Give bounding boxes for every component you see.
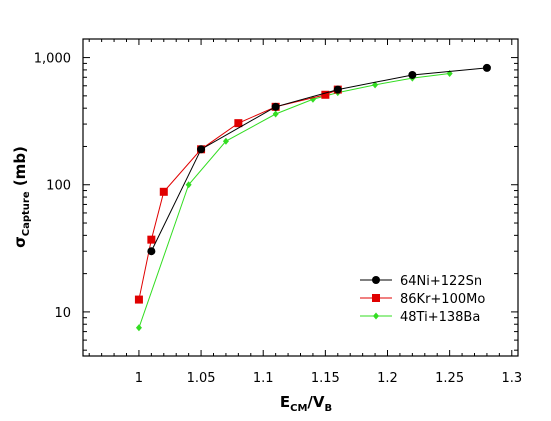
legend: 64Ni+122Sn 86Kr+100Mo 48Ti+138Ba [360, 274, 485, 325]
x-tick-label: 1.05 [187, 371, 216, 386]
x-axis-title-sub1: CM [290, 403, 307, 414]
series-layer [134, 63, 491, 332]
x-axis-title-sep: /V [307, 393, 324, 411]
legend-marker [372, 276, 380, 284]
data-point [147, 235, 156, 244]
series-line [138, 89, 338, 300]
data-point [147, 247, 156, 256]
legend-item: 86Kr+100Mo [360, 292, 485, 307]
data-point [408, 70, 417, 79]
x-tick-label: 1.1 [253, 371, 274, 386]
y-tick-label: 100 [46, 179, 71, 194]
data-point [234, 119, 243, 128]
x-axis-title-sub2: B [325, 403, 333, 414]
y-tick-label: 1,000 [34, 52, 71, 67]
y-axis-title-main: σ [11, 236, 29, 248]
axis-ticks: 1 1.05 1.1 1.15 1.2 1.25 1.3 10 100 1,000 [34, 39, 522, 386]
x-tick-label: 1.2 [377, 371, 398, 386]
y-axis-title: σCapture (mb) [11, 146, 32, 248]
y-axis-title-rest: (mb) [11, 146, 29, 191]
legend-item: 48Ti+138Ba [360, 310, 480, 325]
legend-label: 64Ni+122Sn [400, 274, 482, 289]
data-point [372, 81, 379, 89]
data-point [159, 187, 168, 196]
x-tick-label: 1.15 [311, 371, 340, 386]
data-point [222, 137, 229, 145]
legend-item: 64Ni+122Sn [360, 274, 482, 289]
y-tick-label: 10 [54, 306, 71, 321]
x-tick-label: 1 [135, 371, 143, 386]
data-point [197, 145, 206, 154]
legend-label: 48Ti+138Ba [400, 310, 480, 325]
x-axis-title: ECM/VB [280, 393, 332, 414]
data-point [185, 181, 192, 189]
data-point [135, 324, 142, 332]
x-tick-label: 1.3 [501, 371, 522, 386]
x-axis-title-main: E [280, 393, 290, 411]
legend-marker [372, 294, 380, 302]
data-point [321, 90, 330, 99]
data-point [272, 110, 279, 118]
legend-label: 86Kr+100Mo [400, 292, 485, 307]
y-axis-title-sub: Capture [21, 191, 32, 236]
data-point [134, 295, 143, 304]
x-tick-label: 1.25 [435, 371, 464, 386]
legend-marker [373, 312, 379, 320]
data-point [271, 102, 280, 111]
series-line [150, 67, 487, 252]
data-point [482, 63, 491, 72]
data-point [333, 85, 342, 94]
series-64Ni+122Sn [147, 63, 491, 256]
